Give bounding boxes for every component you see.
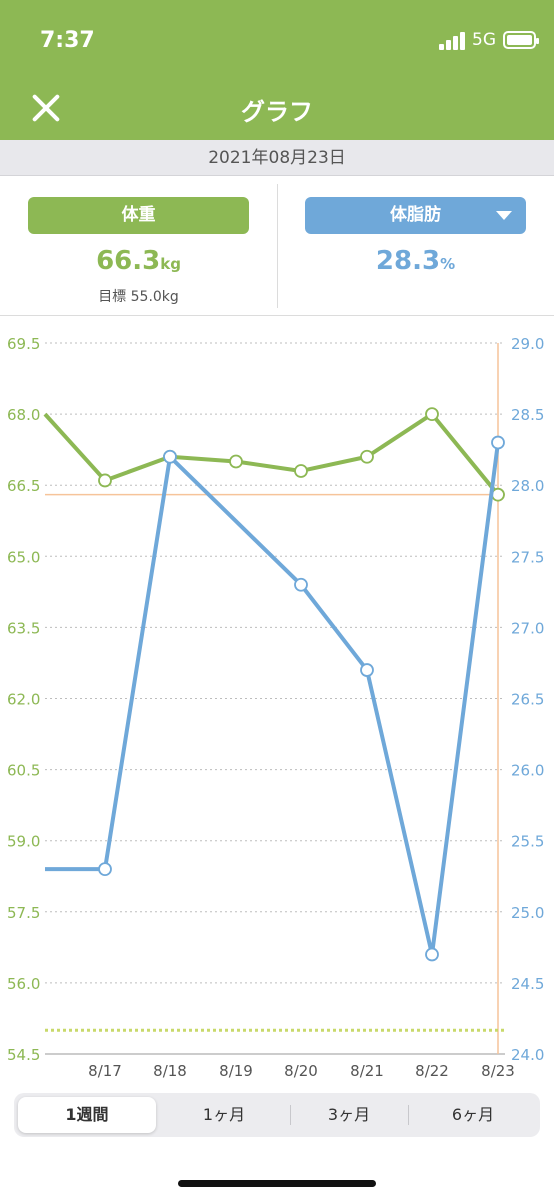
chevron-down-icon [496,211,512,220]
segment-3-months[interactable]: 3ヶ月 [327,1105,371,1124]
right-axis-tick-label: 24.5 [511,975,544,993]
right-axis-tick-label: 25.5 [511,833,544,851]
right-axis-tick-label: 28.5 [511,406,544,424]
body-fat-series-point [163,449,177,464]
x-axis-tick-label: 8/22 [415,1062,449,1080]
segment-1-month[interactable]: 1ヶ月 [202,1105,246,1124]
home-indicator [178,1180,376,1187]
target-weight: 目標 55.0kg [98,289,179,305]
segment-separator [290,1105,291,1125]
segment-6-months[interactable]: 6ヶ月 [451,1105,495,1124]
left-axis-tick-label: 63.5 [7,619,40,637]
body-fat-dropdown[interactable]: 体脂肪 [305,197,526,234]
left-axis-tick-label: 69.5 [7,335,40,353]
weight-value: 66.3kg [28,246,249,276]
body-fat-series-point [425,947,439,962]
weight-series-point [294,464,308,478]
left-axis-tick-label: 60.5 [7,762,40,780]
weight-series-point [98,473,112,488]
page-title: グラフ [241,98,313,126]
weight-series-line [43,412,500,496]
fat-unit: % [440,255,456,273]
right-axis-tick-label: 27.5 [511,548,544,566]
weight-series-point [229,454,243,469]
weight-button[interactable]: 体重 [28,197,249,234]
left-axis-tick-label: 57.5 [7,904,40,922]
right-axis-tick-label: 24.0 [511,1046,544,1064]
left-axis-tick-label: 54.5 [7,1046,40,1064]
fat-value: 28.3% [305,246,526,276]
right-axis-tick-label: 26.0 [511,762,544,780]
weight-series-point [360,449,374,464]
x-axis-tick-label: 8/21 [350,1062,384,1080]
x-axis-tick-label: 8/17 [88,1062,122,1080]
status-bar: 7:37 5G [0,0,554,78]
right-axis-tick-label: 27.0 [511,619,544,637]
left-axis-tick-label: 68.0 [7,406,40,424]
signal-icon [439,32,465,50]
weight-unit: kg [160,255,181,273]
x-axis-tick-label: 8/23 [481,1062,515,1080]
left-axis-tick-label: 66.5 [7,477,40,495]
summary-panel: 体重 66.3kg 目標 55.0kg 体脂肪 28.3% [0,176,554,316]
status-time: 7:37 [40,28,95,53]
date-label: 2021年08月23日 [0,140,554,176]
weight-series-point [425,407,439,421]
network-label: 5G [472,30,496,50]
battery-icon [503,31,539,49]
right-axis-tick-label: 29.0 [511,335,544,353]
left-axis-tick-label: 56.0 [7,975,40,993]
right-axis-tick-label: 28.0 [511,477,544,495]
x-axis-tick-label: 8/20 [284,1062,318,1080]
right-axis-tick-label: 25.0 [511,904,544,922]
fat-number: 28.3 [375,246,441,276]
left-axis-tick-label: 62.0 [7,691,40,709]
segment-separator [408,1105,409,1125]
x-axis-tick-label: 8/19 [219,1062,253,1080]
weight-fat-chart: 69.5 68.0 66.5 65.0 63.5 62.0 60.5 59.0 57.5 56.0… [7,335,544,1080]
body-fat-series-point [491,435,505,450]
period-segmented-control: 1週間 1ヶ月 3ヶ月 6ヶ月 [14,1093,540,1137]
body-fat-series-point [360,663,374,677]
segment-1-week[interactable]: 1週間 [18,1097,156,1133]
right-axis-tick-label: 26.5 [511,691,544,709]
body-fat-series-point [98,862,112,877]
nav-bar: グラフ [0,78,554,140]
left-axis-tick-label: 65.0 [7,548,40,566]
x-axis-tick-label: 8/18 [153,1062,187,1080]
body-fat-label: 体脂肪 [390,205,441,225]
weight-number: 66.3 [96,246,161,276]
left-axis-tick-label: 59.0 [7,833,40,851]
divider [277,184,278,308]
body-fat-series-point [294,577,308,592]
